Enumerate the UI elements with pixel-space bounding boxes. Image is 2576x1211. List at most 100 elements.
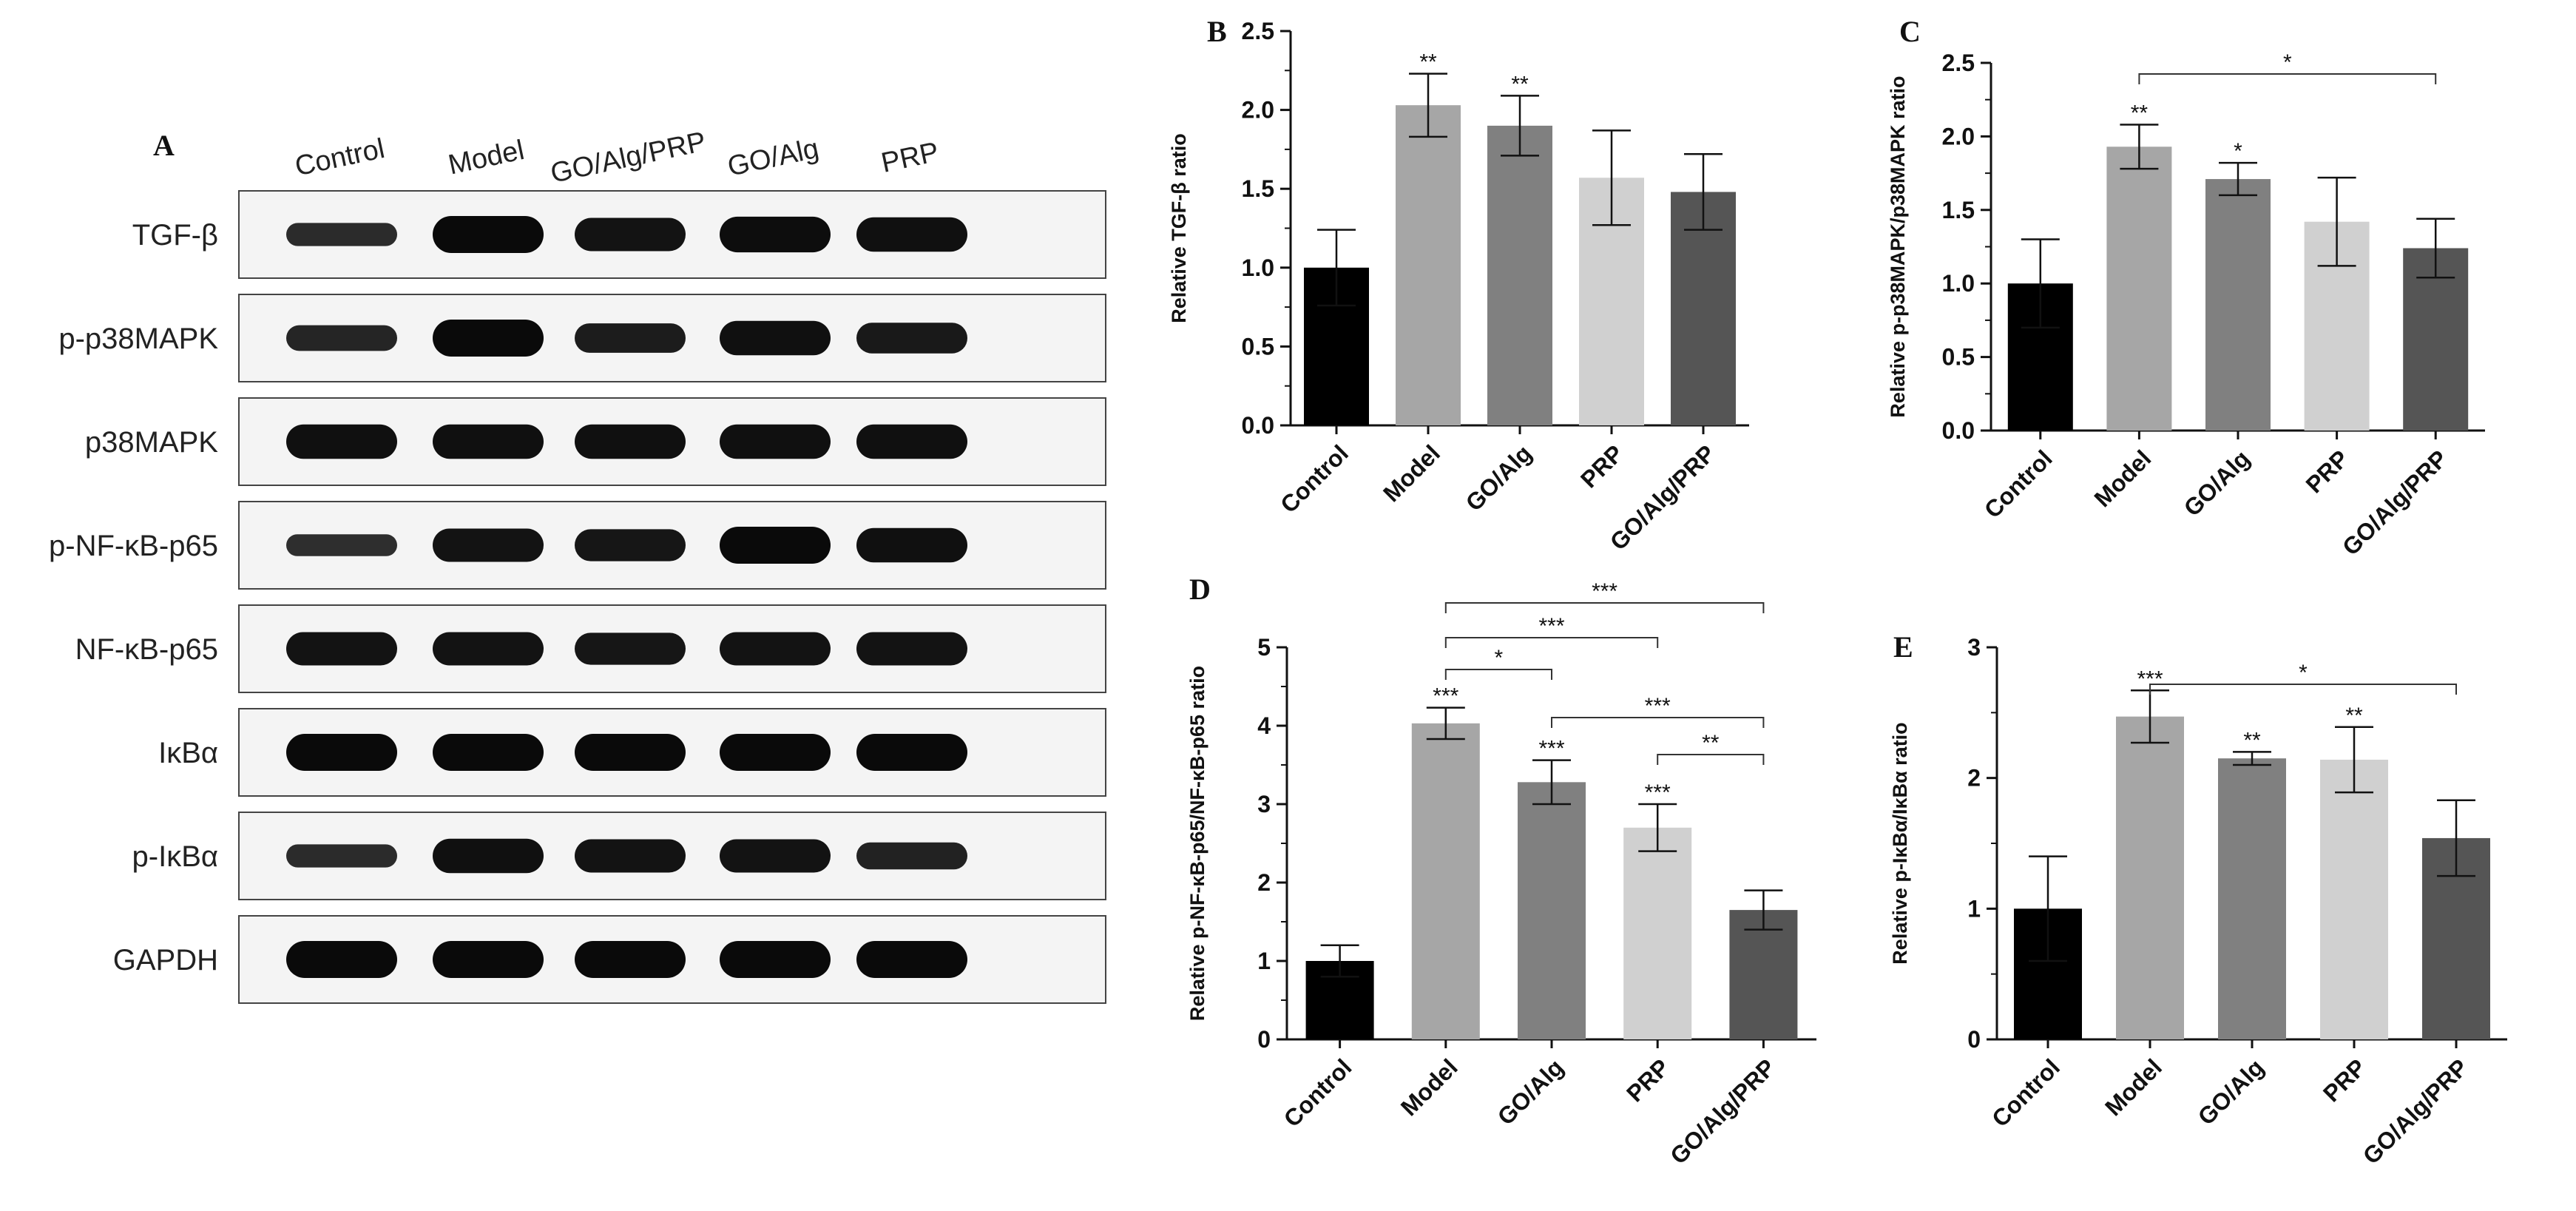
blot-row-label: p-NF-κB-p65: [49, 530, 218, 562]
blot-band: [433, 734, 544, 771]
comparison-bracket: [1551, 717, 1765, 728]
comparison-bracket: [1444, 669, 1552, 680]
y-tick-label: 2.0: [1242, 97, 1274, 124]
blot-band: [856, 632, 967, 666]
bar: [1396, 105, 1461, 426]
blot-row-label: p-p38MAPK: [58, 323, 218, 355]
blot-row-label: p38MAPK: [85, 426, 218, 459]
blot-band: [433, 424, 544, 459]
blot-row: IκBα: [158, 708, 1106, 797]
y-tick-label: 1.0: [1242, 254, 1274, 281]
bracket-significance-label: ***: [1645, 694, 1671, 718]
y-tick-label: 2.5: [1242, 18, 1274, 44]
significance-label: **: [2243, 728, 2261, 752]
chart-d-nfkb: 0 1 2 3 4 5 Relative p-NF-κB-p65/NF-κB-p65 rat…: [1186, 579, 1816, 1170]
significance-label: **: [1511, 72, 1529, 96]
y-tick-label: 3: [1257, 791, 1271, 817]
bar: [1411, 723, 1480, 1039]
significance-label: **: [2131, 101, 2149, 125]
y-tick-label: 4: [1257, 712, 1271, 739]
blot-row-label: NF-κB-p65: [75, 633, 218, 666]
blot-row: p-NF-κB-p65: [49, 501, 1106, 590]
y-tick-label: 2: [1967, 765, 1981, 792]
bar: [2403, 248, 2469, 431]
blot-band: [286, 223, 397, 246]
y-tick-label: 2: [1257, 869, 1271, 896]
y-tick-label: 3: [1967, 634, 1981, 661]
bar: [1487, 125, 1552, 426]
blot-band: [286, 941, 397, 978]
bar: [2320, 759, 2388, 1039]
significance-label: ***: [1433, 684, 1458, 709]
blot-band: [720, 216, 831, 253]
blot-band: [286, 734, 397, 771]
blot-band: [720, 320, 831, 356]
bar: [1729, 910, 1798, 1039]
y-tick-label: 0.5: [1242, 333, 1274, 360]
bracket-significance-label: **: [1702, 731, 1720, 755]
y-tick-label: 1.0: [1942, 270, 1975, 297]
blot-band: [286, 325, 397, 351]
blot-band: [433, 216, 544, 253]
blot-band: [720, 734, 831, 771]
blot-row: NF-κB-p65: [75, 604, 1106, 693]
y-axis-title: Relative p-NF-κB-p65/NF-κB-p65 ratio: [1186, 666, 1208, 1021]
bracket-significance-label: ***: [1592, 579, 1617, 604]
bar: [1518, 782, 1586, 1039]
panel-letter-b: B: [1207, 15, 1227, 48]
blot-band: [575, 734, 686, 771]
significance-label: ***: [1645, 780, 1671, 805]
y-tick-label: 1: [1967, 895, 1981, 922]
blot-band: [286, 844, 397, 868]
y-axis-title: Relative p-IκBα/IκBα ratio: [1889, 722, 1911, 964]
blot-row-label: IκBα: [158, 737, 218, 769]
y-tick-label: 1.5: [1242, 175, 1274, 202]
blot-band: [856, 842, 967, 870]
blot-band: [720, 839, 831, 873]
significance-label: **: [1419, 50, 1437, 75]
bar: [2106, 146, 2172, 431]
panel-a-western-blot: A Control Model GO/Alg/PRP GO/Alg PRP TGF-βp…: [49, 127, 1106, 1004]
blot-band: [433, 320, 544, 357]
blot-band: [720, 632, 831, 666]
blot-band: [575, 217, 686, 252]
y-tick-label: 0.0: [1942, 417, 1975, 444]
blot-band: [433, 941, 544, 978]
blot-band: [856, 323, 967, 354]
bar: [2116, 716, 2184, 1039]
y-tick-label: 1: [1257, 948, 1271, 974]
blot-row-label: TGF-β: [132, 219, 218, 252]
panel-letter-c: C: [1899, 15, 1921, 48]
blot-band: [575, 529, 686, 561]
significance-label: ***: [1538, 737, 1564, 761]
y-tick-label: 0.0: [1242, 412, 1274, 439]
y-tick-label: 0: [1257, 1026, 1271, 1053]
bracket-significance-label: ***: [1538, 614, 1564, 638]
y-tick-label: 1.5: [1942, 197, 1975, 223]
blot-band: [856, 527, 967, 563]
blot-band: [720, 941, 831, 978]
bar: [1671, 192, 1736, 425]
blot-band: [720, 424, 831, 459]
comparison-bracket: [1657, 754, 1765, 765]
blot-row-label: p-IκBα: [132, 840, 218, 873]
significance-label: **: [2345, 704, 2363, 728]
blot-band: [856, 424, 967, 459]
panel-letter-d: D: [1189, 573, 1211, 606]
comparison-bracket: [2149, 684, 2457, 695]
bar: [1623, 827, 1692, 1039]
y-tick-label: 5: [1257, 634, 1271, 661]
blot-row: GAPDH: [113, 915, 1106, 1004]
blot-row: TGF-β: [132, 190, 1106, 279]
blot-band: [286, 632, 397, 666]
panel-letter-a: A: [153, 129, 175, 162]
blot-band: [433, 632, 544, 666]
blot-band: [286, 424, 397, 459]
blot-band: [575, 323, 686, 353]
blot-band: [433, 528, 544, 562]
significance-label: *: [2234, 139, 2242, 163]
blot-row: p38MAPK: [85, 397, 1106, 486]
bar: [2218, 758, 2286, 1039]
blot-band: [856, 734, 967, 771]
